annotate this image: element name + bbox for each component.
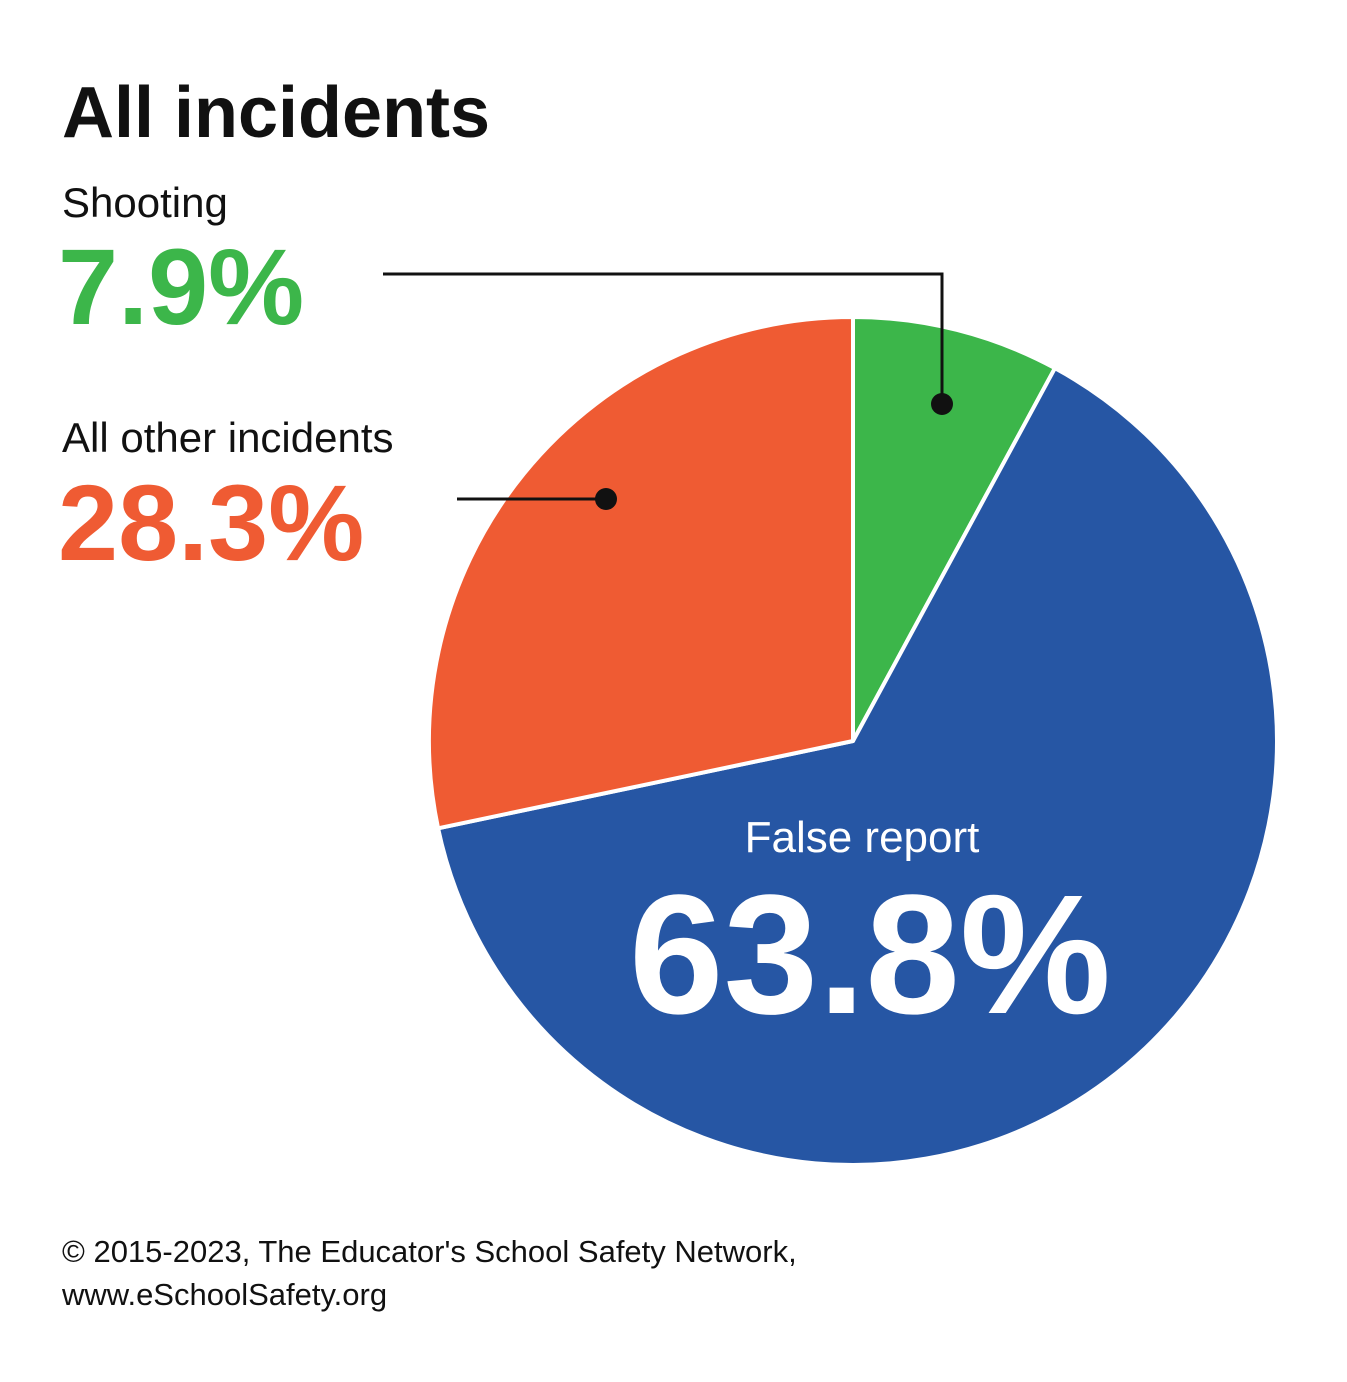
pie-slice-shooting: [851, 315, 1057, 743]
shooting-label: Shooting: [62, 179, 228, 226]
other-label: All other incidents: [62, 414, 394, 461]
website-line: www.eSchoolSafety.org: [61, 1277, 387, 1312]
shooting-value: 7.9%: [58, 226, 304, 347]
false-report-value: 63.8%: [629, 860, 1111, 1050]
shooting-leader-dot: [931, 393, 953, 415]
leader-lines: [383, 272, 953, 510]
pie-slice-false-report: [436, 366, 1279, 1168]
other-leader-dot: [595, 488, 617, 510]
pie-slice-all-other-incidents: [427, 315, 855, 831]
chart-title: All incidents: [62, 73, 490, 153]
copyright-line: © 2015-2023, The Educator's School Safet…: [62, 1234, 797, 1269]
false-report-label: False report: [745, 813, 980, 862]
shooting-leader-line: [383, 272, 944, 404]
other-value: 28.3%: [58, 462, 364, 583]
pie-slices: [427, 315, 1279, 1168]
